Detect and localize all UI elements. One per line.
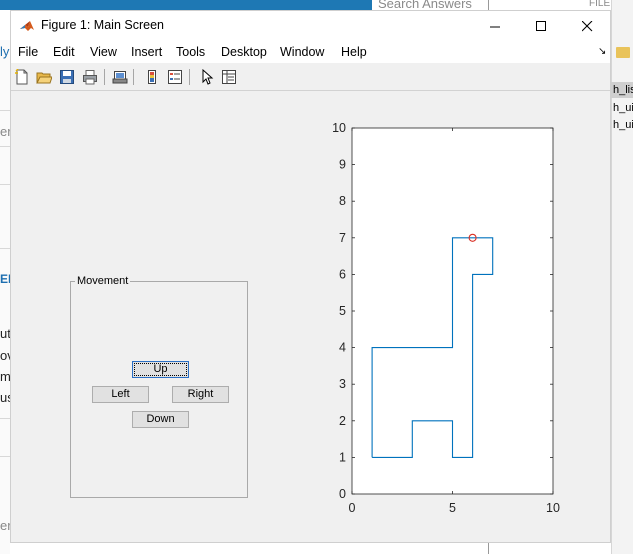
right-button-label: Right xyxy=(187,388,214,400)
toolbar-separator xyxy=(104,69,105,85)
background-bottom-strip xyxy=(10,543,611,554)
menu-tools[interactable]: Tools xyxy=(176,45,206,59)
background-divider xyxy=(0,184,10,185)
movement-panel-title: Movement xyxy=(75,275,131,287)
background-divider xyxy=(0,146,10,147)
focus-ring xyxy=(134,363,187,376)
plot-axes[interactable]: 0 1 2 3 4 5 6 7 8 9 10 0 5 10 xyxy=(329,121,569,521)
y-tick-label: 4 xyxy=(339,341,346,355)
menu-help[interactable]: Help xyxy=(341,45,367,59)
print-icon[interactable] xyxy=(81,68,99,86)
left-button-label: Left xyxy=(111,388,130,400)
maximize-icon xyxy=(535,20,546,31)
window-title: Figure 1: Main Screen xyxy=(41,18,164,32)
new-figure-icon[interactable] xyxy=(13,68,31,86)
y-tick-label: 10 xyxy=(332,121,346,135)
menu-window[interactable]: Window xyxy=(280,45,325,59)
figure-window: Figure 1: Main Screen File Edit View Ins… xyxy=(10,10,611,543)
close-icon xyxy=(581,20,592,31)
left-button[interactable]: Left xyxy=(92,386,149,403)
background-divider xyxy=(0,248,10,249)
background-right-pane xyxy=(611,0,633,554)
up-button[interactable]: Up xyxy=(132,361,189,378)
y-tick-label: 0 xyxy=(339,487,346,501)
insert-legend-icon[interactable] xyxy=(166,68,184,86)
up-button-label: Up xyxy=(153,363,168,375)
background-text-fragment: ov xyxy=(0,348,10,363)
background-left-pane xyxy=(0,40,10,554)
matlab-icon xyxy=(19,18,35,34)
y-tick-label: 7 xyxy=(339,231,346,245)
figure-toolbar xyxy=(11,64,610,91)
insert-colorbar-icon[interactable] xyxy=(143,68,161,86)
background-divider xyxy=(488,0,489,10)
down-button[interactable]: Down xyxy=(132,411,189,428)
y-tick-label: 3 xyxy=(339,377,346,391)
background-divider xyxy=(488,543,489,554)
series-line xyxy=(371,237,494,458)
background-window-header xyxy=(0,0,372,10)
movement-panel xyxy=(70,281,248,498)
background-text-fragment: us xyxy=(0,390,10,405)
background-divider xyxy=(0,110,10,111)
background-search-box: Search Answers xyxy=(378,0,472,10)
background-file-label: FILE xyxy=(589,0,611,9)
folder-icon xyxy=(616,47,630,58)
menu-desktop[interactable]: Desktop xyxy=(221,45,267,59)
menu-insert[interactable]: Insert xyxy=(131,45,163,59)
y-tick-label: 1 xyxy=(339,450,346,464)
x-tick-label: 0 xyxy=(349,501,356,515)
menu-edit[interactable]: Edit xyxy=(53,45,75,59)
toolbar-separator xyxy=(133,69,134,85)
menu-bar: File Edit View Insert Tools Desktop Wind… xyxy=(11,41,610,63)
x-tick-label: 5 xyxy=(449,501,456,515)
background-text-fragment: ly xyxy=(0,44,10,59)
close-button[interactable] xyxy=(564,11,610,41)
title-bar[interactable]: Figure 1: Main Screen xyxy=(11,11,610,41)
menu-view[interactable]: View xyxy=(90,45,117,59)
edit-plot-icon[interactable] xyxy=(198,68,216,86)
menu-file[interactable]: File xyxy=(18,45,39,59)
minimize-icon xyxy=(489,26,500,27)
dock-arrow-icon[interactable]: ↘ xyxy=(598,46,607,57)
background-text-fragment: er xyxy=(0,518,10,533)
background-list-item: h_ui xyxy=(613,119,633,131)
background-list-item: h_ui xyxy=(613,102,633,114)
position-marker xyxy=(468,233,477,242)
background-list-selection xyxy=(611,82,633,98)
background-divider xyxy=(0,456,10,457)
maximize-button[interactable] xyxy=(518,11,564,41)
right-button[interactable]: Right xyxy=(172,386,229,403)
property-inspector-icon[interactable] xyxy=(220,68,238,86)
open-icon[interactable] xyxy=(35,68,53,86)
y-tick-label: 2 xyxy=(339,414,346,428)
y-tick-label: 8 xyxy=(339,194,346,208)
y-tick-label: 9 xyxy=(339,158,346,172)
background-list-item: h_lis xyxy=(613,84,633,96)
down-button-label: Down xyxy=(146,413,175,425)
link-plot-icon[interactable] xyxy=(111,68,129,86)
minimize-button[interactable] xyxy=(472,11,518,41)
background-text-fragment: EI xyxy=(0,272,10,286)
y-tick-label: 5 xyxy=(339,304,346,318)
x-tick-label: 10 xyxy=(546,501,560,515)
y-tick-label: 6 xyxy=(339,267,346,281)
background-text-fragment: ut xyxy=(0,326,10,341)
background-text-fragment: er xyxy=(0,124,10,139)
save-icon[interactable] xyxy=(58,68,76,86)
background-text-fragment: m xyxy=(0,369,10,384)
toolbar-separator xyxy=(189,69,190,85)
background-divider xyxy=(0,418,10,419)
